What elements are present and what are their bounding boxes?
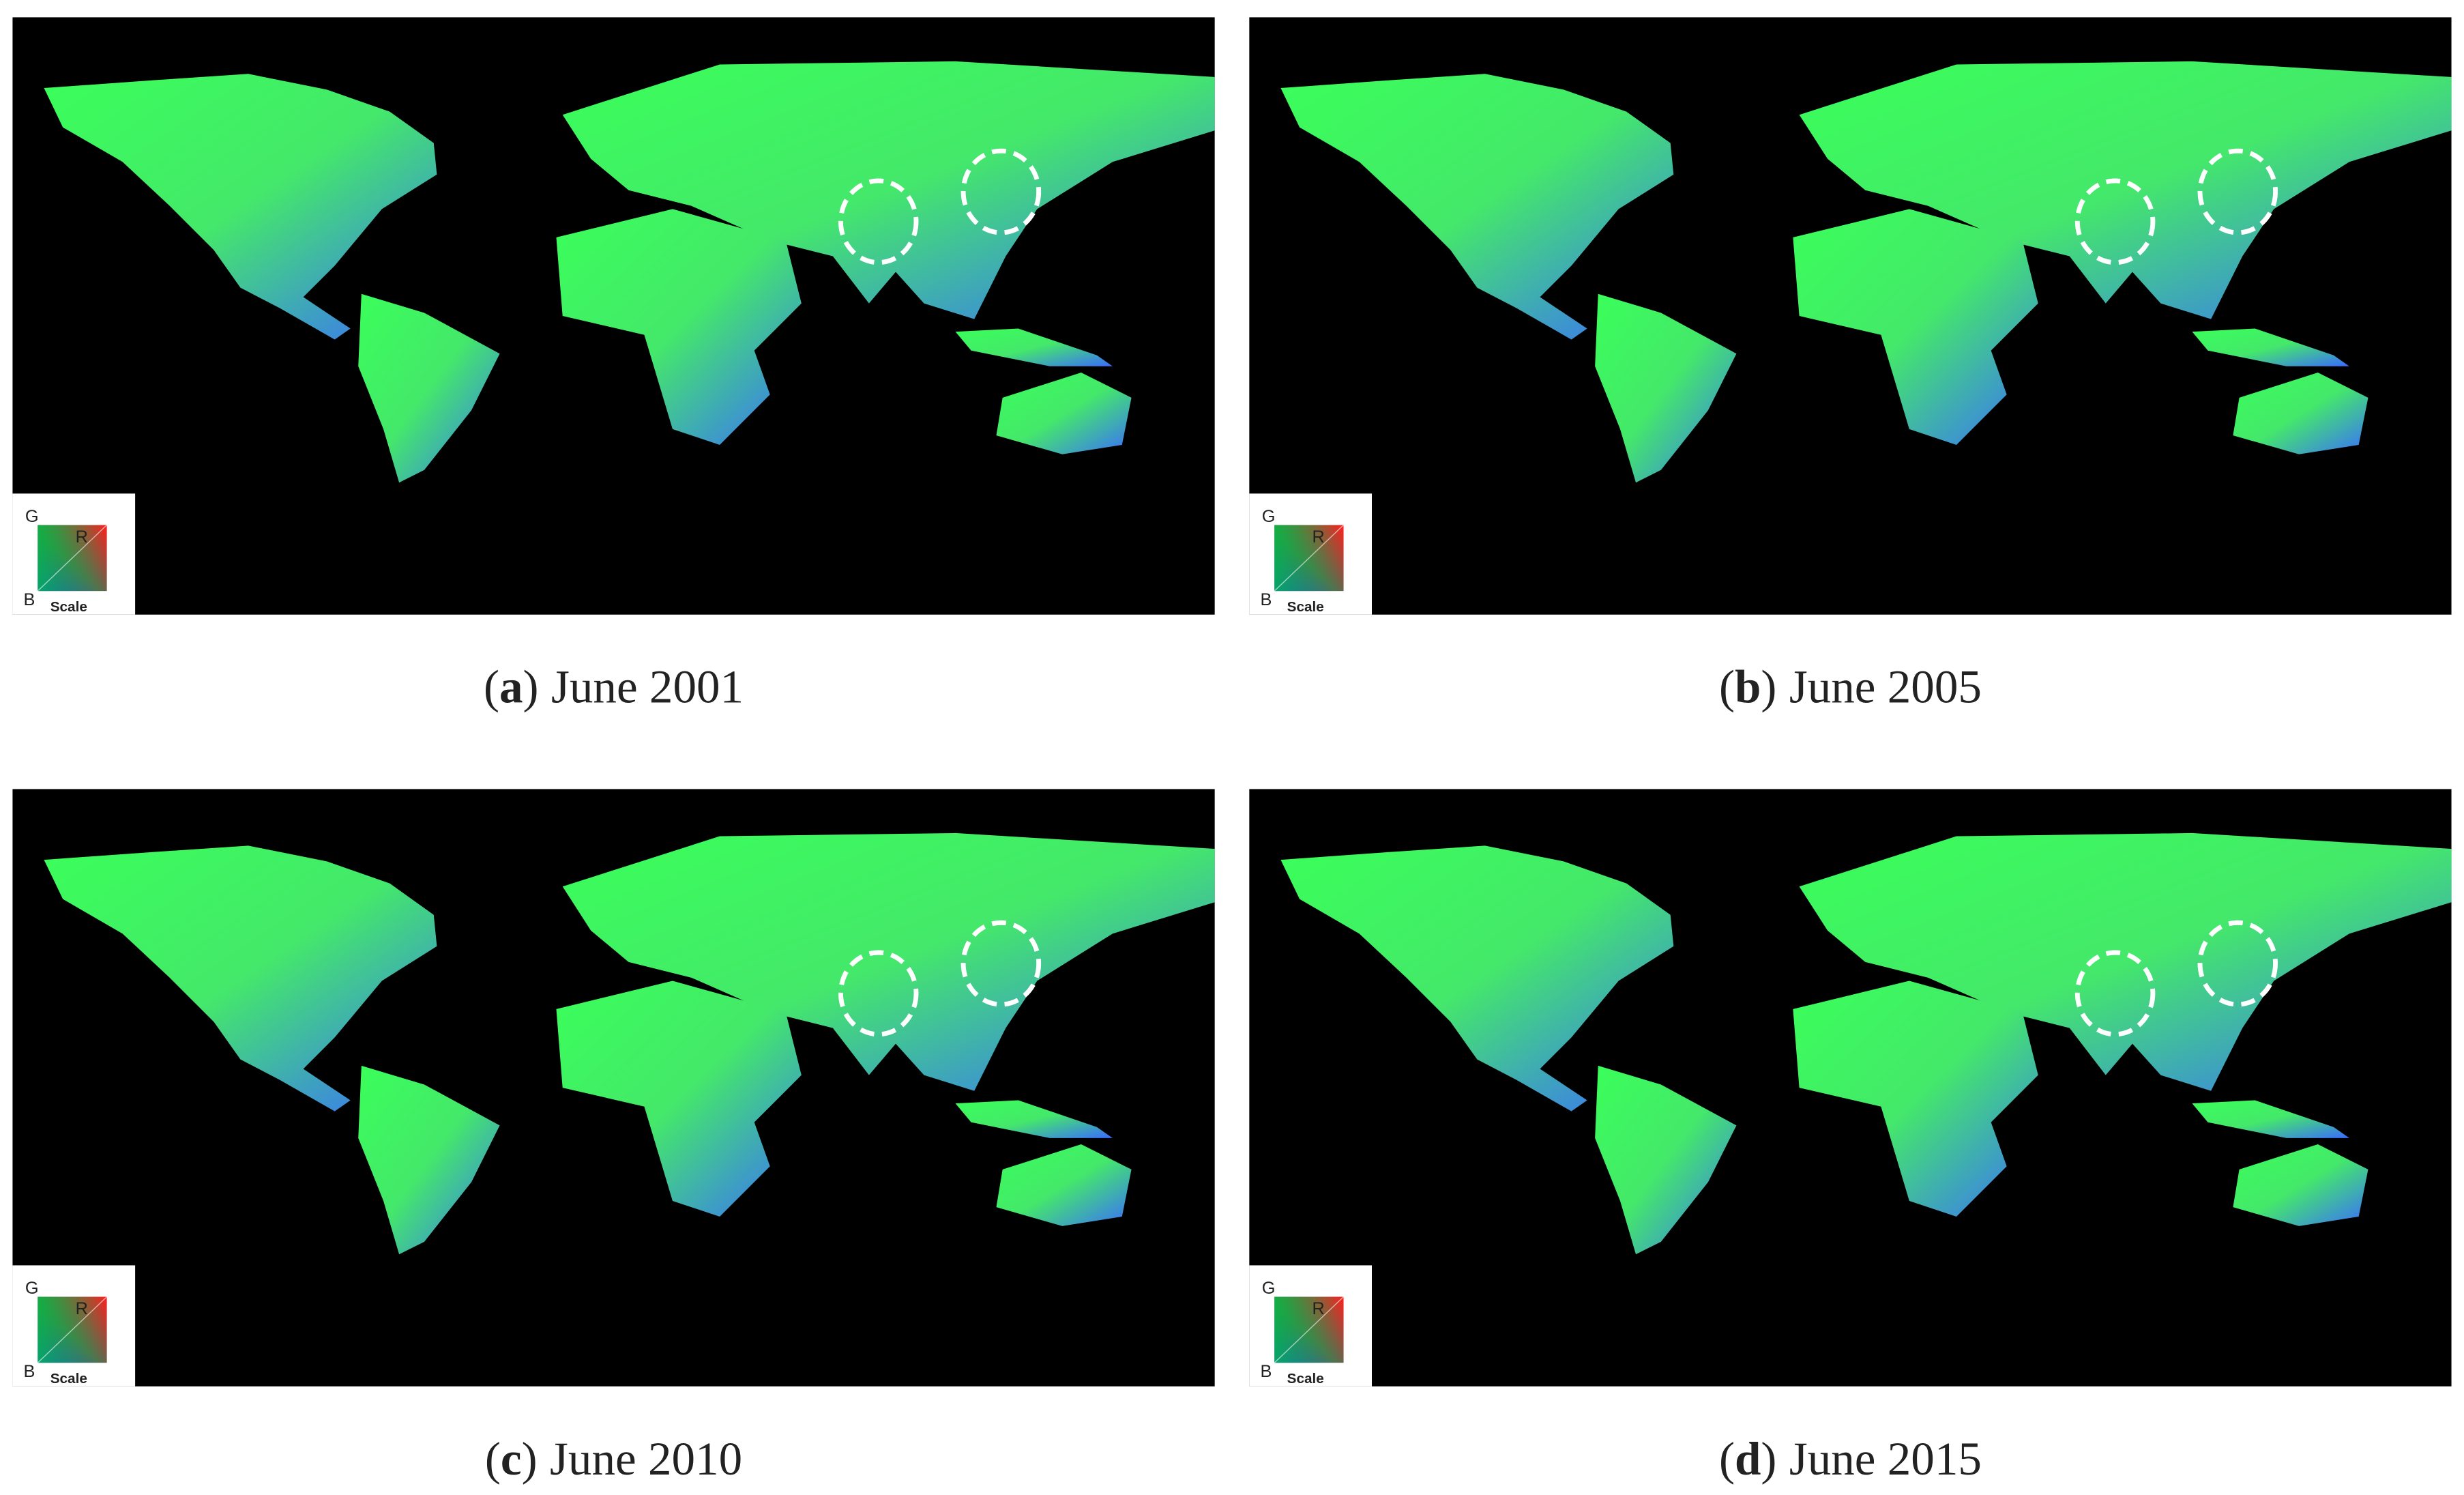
map-panel: G R B Scale: [12, 789, 1222, 1387]
legend-title: Scale: [50, 599, 87, 615]
highlight-circle: [960, 148, 1042, 235]
caption-text: June 2001: [551, 661, 744, 713]
color-legend: G R B Scale: [12, 1265, 136, 1387]
legend-b: B: [24, 1362, 35, 1381]
legend-diagonal: [37, 1296, 108, 1363]
panel-caption: (d) June 2015: [1719, 1432, 1982, 1485]
panel-caption: (a) June 2001: [484, 661, 744, 713]
legend-g: G: [25, 507, 39, 526]
caption-text: June 2015: [1789, 1432, 1982, 1485]
map-panel: G R B Scale: [12, 17, 1222, 615]
highlight-circle: [960, 920, 1042, 1007]
legend-title: Scale: [1287, 1371, 1324, 1387]
caption-letter: c: [501, 1432, 522, 1485]
highlight-circle: [2197, 148, 2278, 235]
caption-open: (: [1719, 661, 1735, 713]
map-panel: G R B Scale: [1249, 789, 2459, 1387]
legend-b: B: [1260, 590, 1272, 609]
legend-r: R: [1312, 1299, 1324, 1318]
caption-open: (: [484, 661, 499, 713]
legend-title: Scale: [50, 1371, 87, 1387]
highlight-circle: [2074, 178, 2156, 265]
caption-letter: a: [499, 661, 523, 713]
caption-letter: d: [1735, 1432, 1761, 1485]
legend-diagonal: [1274, 524, 1345, 592]
legend-g: G: [1262, 507, 1276, 526]
panel-caption: (b) June 2005: [1719, 661, 1982, 713]
highlight-circle: [838, 950, 919, 1037]
legend-r: R: [76, 527, 88, 547]
caption-text: June 2005: [1789, 661, 1982, 713]
highlight-circle: [2197, 920, 2278, 1007]
color-legend: G R B Scale: [1249, 493, 1373, 615]
highlight-circle: [2074, 950, 2156, 1037]
caption-close: ): [523, 661, 539, 713]
panel-caption: (c) June 2010: [485, 1432, 742, 1485]
caption-close: ): [1761, 661, 1776, 713]
caption-open: (: [485, 1432, 501, 1485]
color-legend: G R B Scale: [1249, 1265, 1373, 1387]
legend-diagonal: [37, 524, 108, 592]
caption-close: ): [522, 1432, 538, 1485]
legend-diagonal: [1274, 1296, 1345, 1363]
map-panel: G R B Scale: [1249, 17, 2459, 615]
highlight-circle: [838, 178, 919, 265]
legend-g: G: [25, 1279, 39, 1298]
caption-close: ): [1761, 1432, 1776, 1485]
caption-open: (: [1719, 1432, 1735, 1485]
legend-r: R: [1312, 527, 1324, 547]
legend-b: B: [1260, 1362, 1272, 1381]
caption-letter: b: [1735, 661, 1761, 713]
legend-g: G: [1262, 1279, 1276, 1298]
legend-r: R: [76, 1299, 88, 1318]
color-legend: G R B Scale: [12, 493, 136, 615]
legend-b: B: [24, 590, 35, 609]
legend-title: Scale: [1287, 599, 1324, 615]
caption-text: June 2010: [550, 1432, 742, 1485]
